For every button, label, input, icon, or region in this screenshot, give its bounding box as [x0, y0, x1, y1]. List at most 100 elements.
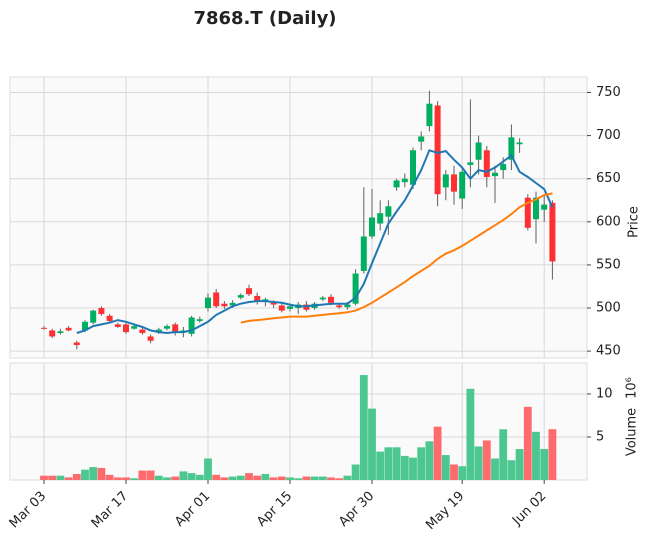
- volume-bar: [409, 457, 417, 480]
- volume-bar: [458, 466, 467, 480]
- volume-bar: [97, 467, 106, 480]
- volume-bar: [515, 449, 524, 480]
- volume-bar: [523, 406, 532, 480]
- candle-body: [385, 206, 392, 217]
- volume-bar: [130, 478, 139, 480]
- volume-bar: [532, 431, 540, 480]
- volume-tick-label: 10: [596, 386, 613, 401]
- candle-body: [336, 305, 343, 308]
- volume-tick-label: 5: [596, 429, 604, 444]
- y-tick-label: 550: [596, 257, 621, 272]
- volume-bar: [171, 476, 180, 480]
- candle-body: [369, 217, 375, 237]
- candle-body: [229, 302, 236, 306]
- volume-bar: [491, 458, 499, 480]
- volume-bar: [146, 470, 155, 480]
- volume-bar: [376, 451, 385, 480]
- candle-body: [106, 315, 113, 321]
- x-tick-label: Apr 30: [336, 489, 377, 530]
- candle-body: [270, 302, 277, 305]
- volume-bar: [212, 474, 221, 480]
- volume-bar: [154, 475, 163, 480]
- candle-body: [164, 326, 170, 329]
- candle-body: [467, 162, 474, 165]
- candle-body: [319, 297, 326, 300]
- volume-bar: [64, 477, 73, 480]
- volume-bar: [425, 441, 434, 480]
- candle-body: [393, 180, 400, 188]
- y-tick-label: 500: [596, 301, 621, 316]
- volume-bar: [507, 460, 516, 480]
- volume-bar: [261, 473, 270, 480]
- candle-body: [147, 336, 154, 341]
- y-tick-label: 750: [596, 85, 621, 100]
- volume-bar: [433, 426, 442, 480]
- chart-title: 7868.T (Daily): [193, 8, 336, 29]
- candle-body: [360, 236, 367, 271]
- candle-body: [541, 204, 548, 210]
- y-tick-label: 650: [596, 171, 621, 186]
- candle-body: [131, 326, 138, 329]
- candle-body: [188, 317, 195, 334]
- volume-bar: [48, 475, 57, 480]
- volume-bar: [474, 446, 483, 480]
- volume-bar: [302, 476, 311, 480]
- volume-bar: [195, 474, 204, 480]
- candle-body: [41, 327, 47, 329]
- volume-bar: [236, 475, 245, 480]
- volume-bar: [269, 477, 278, 480]
- candle-body: [123, 324, 129, 333]
- volume-bar: [122, 477, 130, 480]
- volume-bar: [540, 449, 549, 480]
- volume-bar: [327, 477, 335, 480]
- volume-bar: [359, 375, 368, 480]
- volume-axis-label: Volume: [625, 408, 640, 456]
- volume-bar: [187, 473, 196, 480]
- candle-body: [549, 202, 556, 262]
- candle-body: [246, 288, 252, 295]
- volume-bar: [400, 455, 409, 480]
- candle-body: [442, 174, 449, 188]
- volume-bar: [56, 475, 65, 480]
- candle-body: [221, 303, 228, 307]
- candle-body: [57, 331, 64, 334]
- volume-bar: [113, 477, 122, 480]
- candle-body: [418, 136, 425, 142]
- candle-body: [352, 273, 359, 304]
- candle-body: [278, 305, 285, 311]
- x-tick-label: Jun 02: [509, 489, 549, 529]
- y-tick-label: 600: [596, 214, 621, 229]
- volume-bar: [89, 467, 98, 480]
- candle-body: [451, 174, 457, 192]
- volume-bar: [204, 458, 212, 480]
- candle-body: [434, 105, 441, 195]
- y-tick-label: 450: [596, 344, 621, 359]
- candle-body: [237, 295, 244, 298]
- volume-bar: [417, 447, 426, 480]
- candle-body: [483, 150, 490, 177]
- candle-body: [287, 306, 293, 309]
- candle-body: [475, 142, 482, 160]
- candle-body: [426, 103, 433, 127]
- y-axis-label: Price: [627, 206, 642, 238]
- candle-body: [524, 197, 531, 228]
- moving-average-line: [76, 149, 554, 335]
- candle-body: [377, 213, 384, 224]
- candle-body: [155, 329, 162, 333]
- volume-bar: [548, 429, 557, 480]
- candle-body: [82, 321, 88, 331]
- volume-bar: [343, 475, 352, 480]
- candle-body: [401, 178, 408, 183]
- volume-bar: [179, 471, 188, 480]
- x-tick-label: May 19: [423, 489, 467, 533]
- volume-bar: [384, 447, 393, 480]
- candle-body: [196, 319, 203, 321]
- candle-body: [410, 150, 416, 185]
- volume-unit: 10⁶: [625, 377, 640, 399]
- volume-panel: [9, 362, 588, 481]
- candle-body: [65, 327, 72, 331]
- volume-bar: [105, 474, 114, 480]
- volume-bar: [335, 478, 344, 480]
- candle-body: [139, 329, 146, 334]
- volume-bar: [441, 455, 450, 480]
